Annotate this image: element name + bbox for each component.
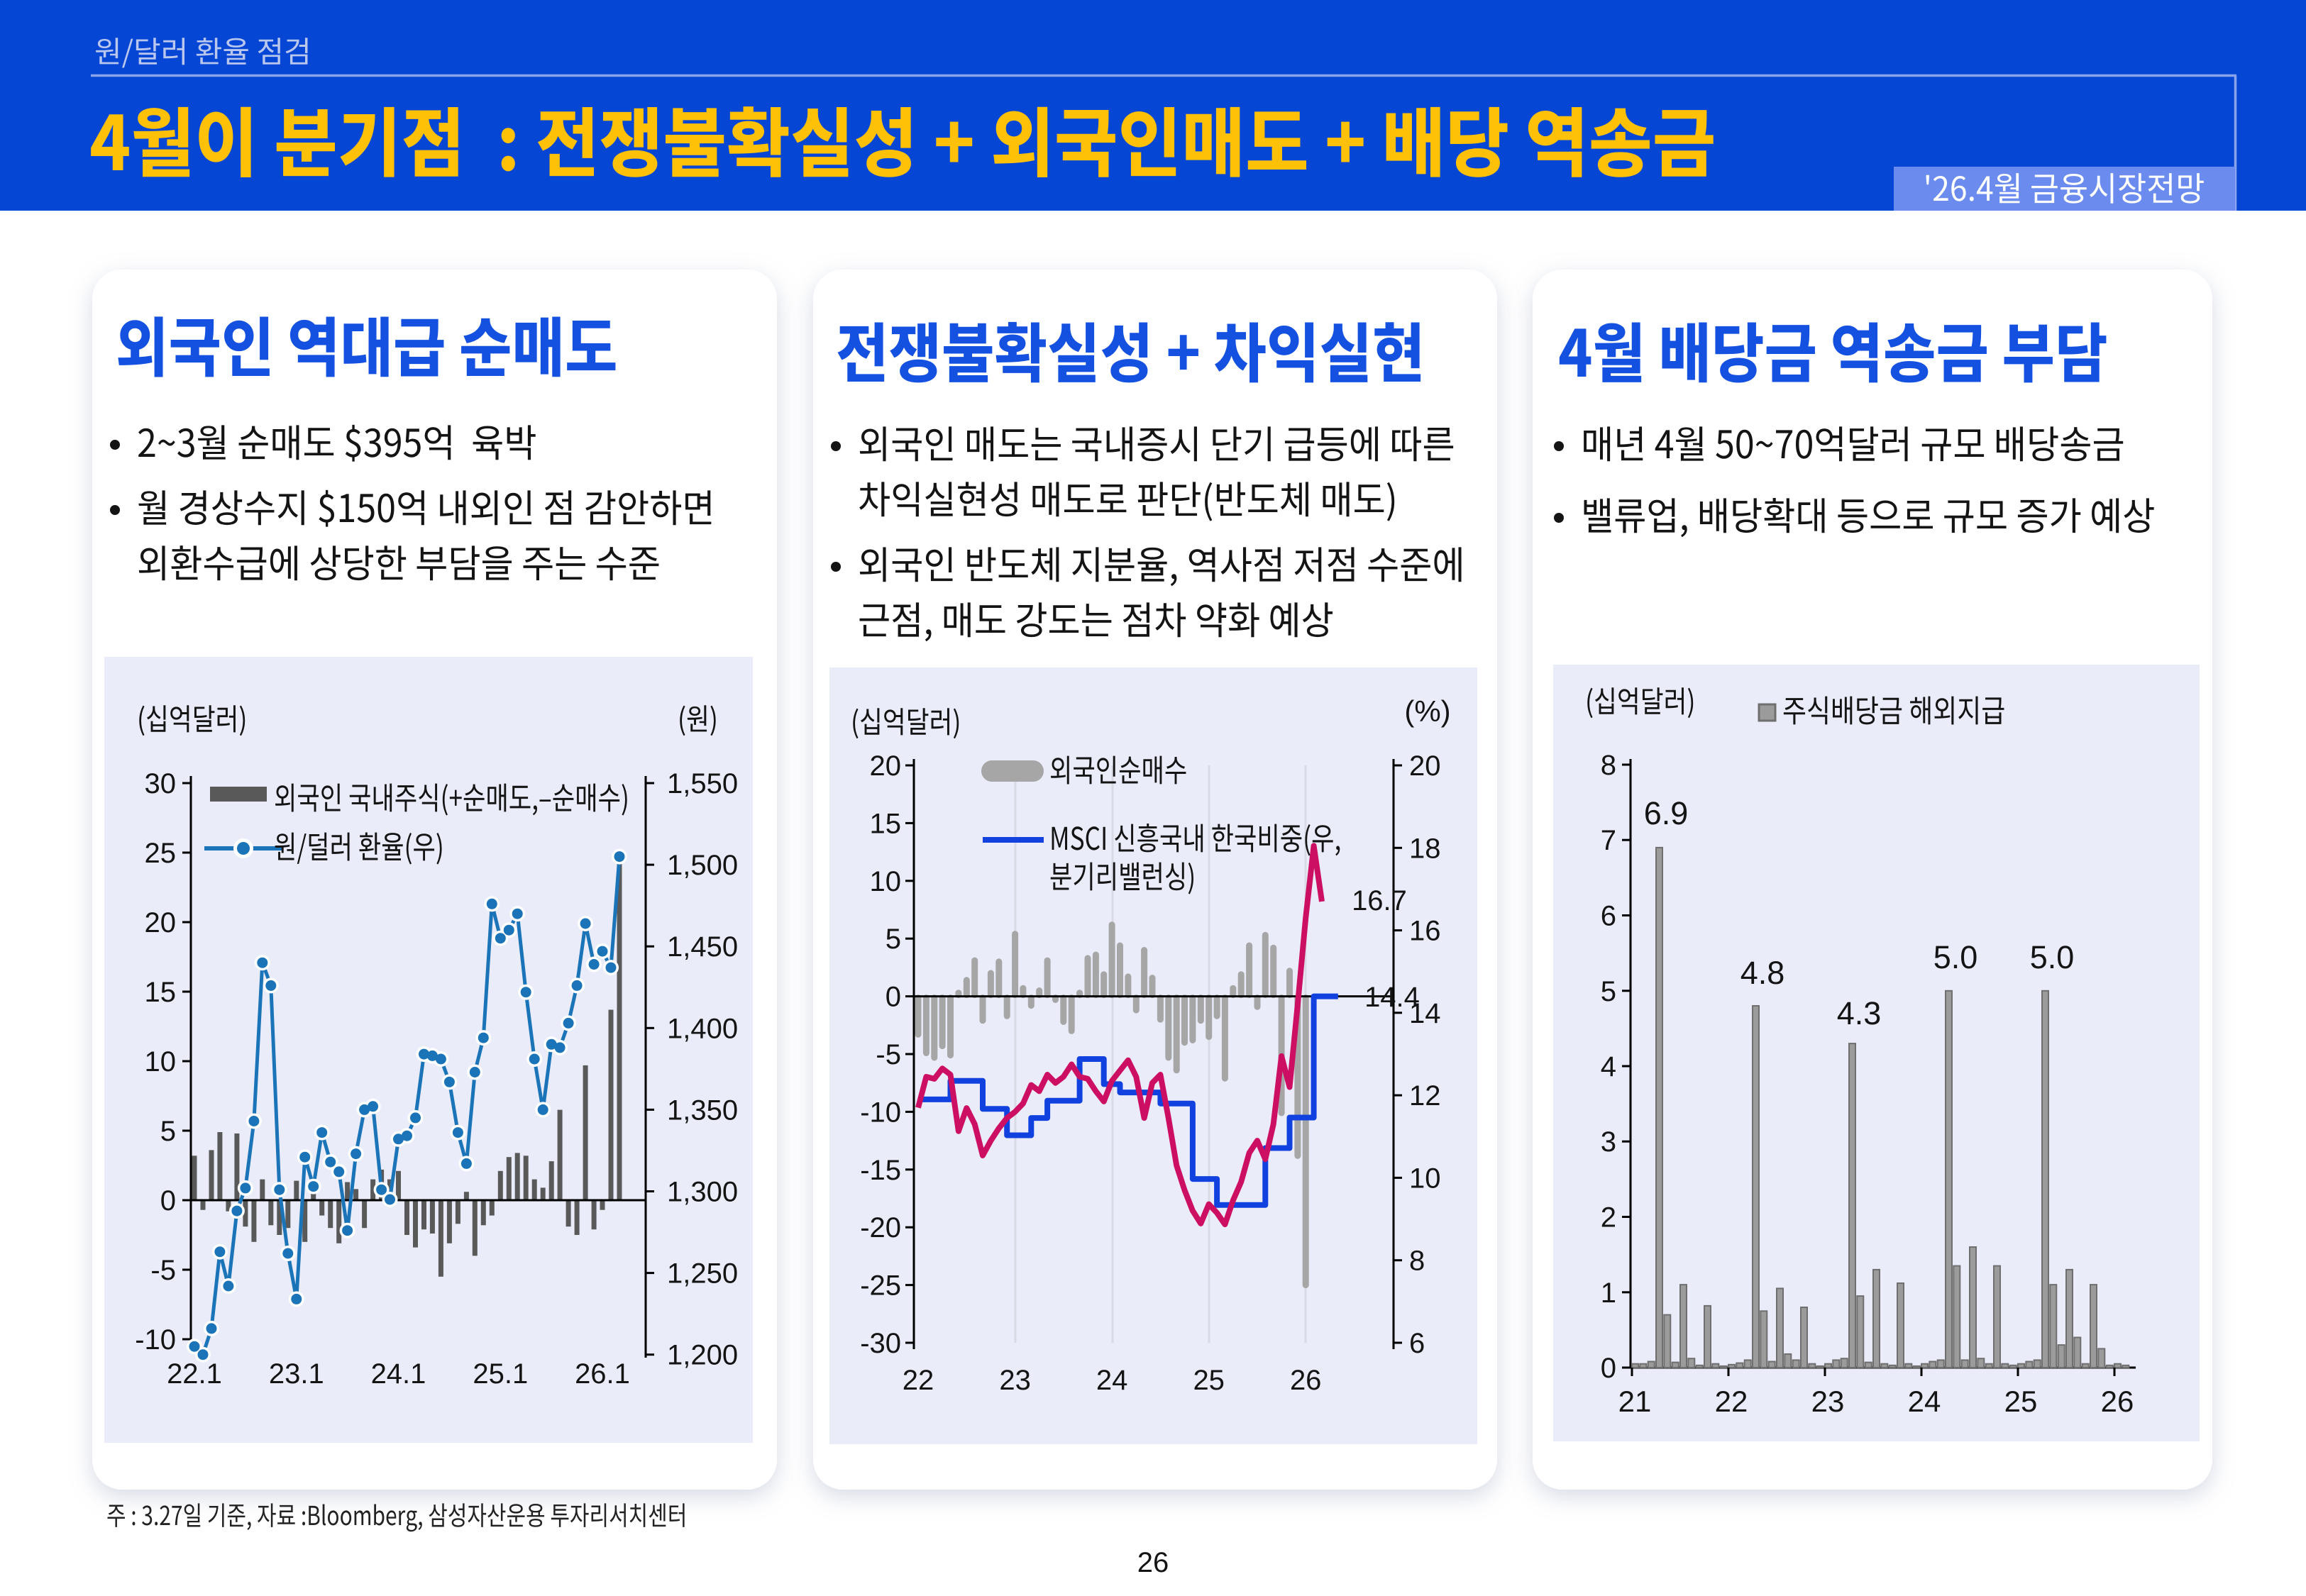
svg-text:-20: -20 <box>860 1212 901 1243</box>
svg-text:1,200: 1,200 <box>667 1340 738 1371</box>
svg-text:-5: -5 <box>876 1039 901 1070</box>
svg-text:1: 1 <box>1601 1278 1616 1309</box>
svg-text:20: 20 <box>870 750 902 782</box>
svg-text:-10: -10 <box>135 1324 176 1356</box>
svg-text:21: 21 <box>1618 1385 1652 1418</box>
svg-text:22.1: 22.1 <box>167 1358 222 1390</box>
svg-text:0: 0 <box>1601 1353 1616 1384</box>
svg-text:26: 26 <box>2101 1385 2134 1418</box>
svg-text:15: 15 <box>145 977 177 1008</box>
svg-text:26: 26 <box>1290 1365 1322 1396</box>
svg-text:1,550: 1,550 <box>667 768 738 799</box>
svg-text:6.9: 6.9 <box>1644 795 1689 831</box>
svg-text:1,400: 1,400 <box>667 1013 738 1044</box>
svg-text:20: 20 <box>145 907 177 938</box>
svg-text:6: 6 <box>1409 1328 1425 1359</box>
svg-text:4.3: 4.3 <box>1837 995 1882 1031</box>
svg-text:10: 10 <box>145 1046 177 1077</box>
svg-text:24.1: 24.1 <box>371 1358 426 1390</box>
svg-text:8: 8 <box>1409 1246 1425 1277</box>
svg-text:14.4: 14.4 <box>1364 982 1420 1013</box>
svg-text:0: 0 <box>886 982 901 1013</box>
svg-text:10: 10 <box>1409 1163 1441 1194</box>
svg-text:7: 7 <box>1601 825 1616 856</box>
svg-text:-10: -10 <box>860 1097 901 1128</box>
svg-text:23: 23 <box>999 1365 1031 1396</box>
svg-text:2: 2 <box>1601 1202 1616 1234</box>
svg-text:26.1: 26.1 <box>575 1358 630 1390</box>
svg-text:18: 18 <box>1409 833 1441 864</box>
svg-text:25: 25 <box>2004 1385 2038 1418</box>
svg-text:16.7: 16.7 <box>1352 885 1407 916</box>
svg-text:16: 16 <box>1409 916 1441 947</box>
svg-text:-15: -15 <box>860 1155 901 1186</box>
svg-text:5.0: 5.0 <box>1933 939 1978 975</box>
svg-text:25.1: 25.1 <box>473 1358 528 1390</box>
svg-text:24: 24 <box>1096 1365 1128 1396</box>
svg-text:10: 10 <box>870 866 902 897</box>
svg-text:5: 5 <box>160 1116 176 1147</box>
svg-text:22: 22 <box>1715 1385 1748 1418</box>
svg-text:1,450: 1,450 <box>667 931 738 963</box>
svg-text:5: 5 <box>1601 976 1616 1007</box>
svg-text:30: 30 <box>145 768 177 799</box>
svg-text:(%): (%) <box>1404 694 1450 728</box>
svg-text:24: 24 <box>1908 1385 1941 1418</box>
svg-text:15: 15 <box>870 808 902 839</box>
svg-text:23: 23 <box>1811 1385 1845 1418</box>
svg-text:14: 14 <box>1409 998 1441 1029</box>
svg-text:26: 26 <box>1137 1547 1169 1578</box>
svg-text:-30: -30 <box>860 1328 901 1359</box>
svg-text:1,300: 1,300 <box>667 1177 738 1208</box>
svg-text:1,250: 1,250 <box>667 1258 738 1290</box>
svg-text:5.0: 5.0 <box>2030 939 2075 975</box>
svg-text:5: 5 <box>886 924 901 955</box>
svg-text:4: 4 <box>1601 1051 1616 1082</box>
svg-text:1,350: 1,350 <box>667 1095 738 1126</box>
svg-text:-25: -25 <box>860 1270 901 1302</box>
svg-text:20: 20 <box>1409 750 1441 782</box>
svg-text:22: 22 <box>903 1365 934 1396</box>
svg-text:6: 6 <box>1601 901 1616 932</box>
svg-text:3: 3 <box>1601 1126 1616 1158</box>
svg-text:-5: -5 <box>150 1255 176 1286</box>
svg-text:12: 12 <box>1409 1080 1441 1112</box>
svg-text:25: 25 <box>145 838 177 869</box>
svg-text:25: 25 <box>1193 1365 1225 1396</box>
svg-text:4.8: 4.8 <box>1740 955 1785 991</box>
svg-text:8: 8 <box>1601 750 1616 781</box>
svg-text:1,500: 1,500 <box>667 850 738 881</box>
svg-text:0: 0 <box>160 1185 176 1217</box>
svg-text:23.1: 23.1 <box>269 1358 324 1390</box>
